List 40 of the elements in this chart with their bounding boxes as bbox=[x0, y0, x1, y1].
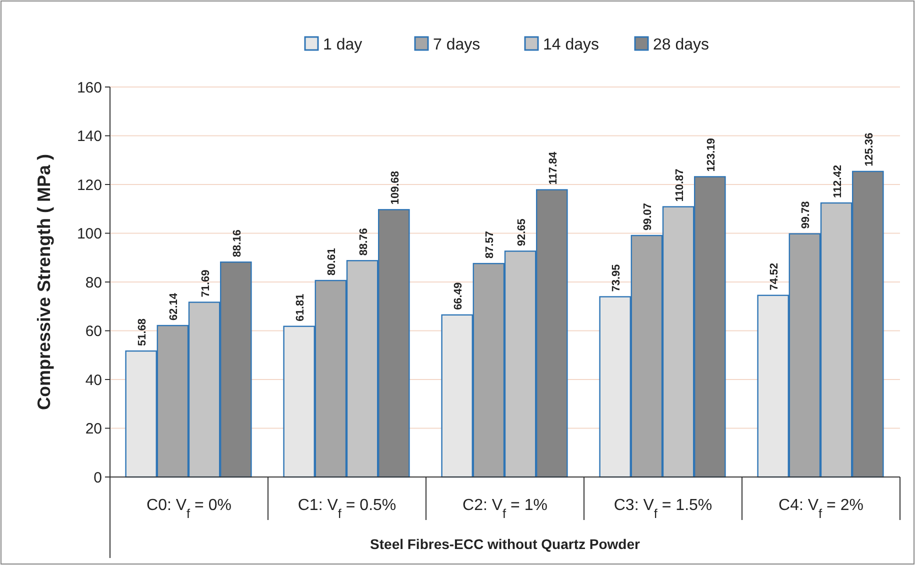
y-tick-label: 60 bbox=[85, 323, 102, 340]
data-label: 92.65 bbox=[516, 218, 528, 246]
legend-label: 14 days bbox=[543, 36, 600, 54]
y-tick-label: 160 bbox=[76, 79, 102, 96]
x-tick-label: C2: V$_{f}$ = 1% bbox=[462, 497, 548, 520]
data-label: 123.19 bbox=[705, 138, 718, 172]
y-tick-label: 100 bbox=[76, 226, 102, 242]
data-label: 88.76 bbox=[358, 228, 370, 256]
x-tick-label: C0: V$_{f}$ = 0% bbox=[146, 497, 232, 520]
y-tick-label: 20 bbox=[85, 420, 102, 438]
x-tick-label: C4: V$_{f}$ = 2% bbox=[778, 497, 864, 520]
data-label: 125.36 bbox=[863, 132, 876, 166]
data-label: 109.68 bbox=[389, 171, 402, 205]
data-label: 62.14 bbox=[168, 292, 180, 321]
legend-label: 7 days bbox=[433, 36, 480, 54]
y-tick-label: 0 bbox=[94, 469, 102, 486]
legend-label: 28 days bbox=[653, 36, 710, 54]
y-tick-label: 140 bbox=[76, 128, 102, 145]
y-tick-label: 80 bbox=[85, 274, 102, 292]
data-label: 112.42 bbox=[832, 164, 844, 198]
data-label: 88.16 bbox=[231, 230, 244, 258]
legend-label: 1 day bbox=[323, 36, 362, 54]
data-label: 99.07 bbox=[642, 202, 654, 231]
data-label: 117.84 bbox=[547, 150, 560, 185]
data-label: 66.49 bbox=[452, 282, 465, 310]
data-label: 73.95 bbox=[610, 264, 623, 292]
y-tick-label: 40 bbox=[85, 372, 102, 389]
data-label: 74.52 bbox=[768, 262, 781, 290]
x-tick-label: C3: V$_{f}$ = 1.5% bbox=[614, 497, 712, 520]
y-tick-label: 120 bbox=[76, 176, 102, 194]
x-tick-label: C1: V$_{f}$ = 0.5% bbox=[298, 497, 396, 520]
data-label: 51.68 bbox=[136, 318, 149, 346]
data-label: 87.57 bbox=[484, 231, 496, 259]
data-label: 99.78 bbox=[800, 201, 812, 229]
data-label: 61.81 bbox=[294, 294, 307, 322]
data-label: 110.87 bbox=[674, 168, 686, 202]
y-axis-title: Compressive Strength ( MPa ) bbox=[34, 154, 54, 410]
data-label: 80.61 bbox=[326, 248, 338, 276]
x-axis-title: Steel Fibres-ECC without Quartz Powder bbox=[370, 536, 641, 552]
data-label: 71.69 bbox=[200, 270, 212, 298]
